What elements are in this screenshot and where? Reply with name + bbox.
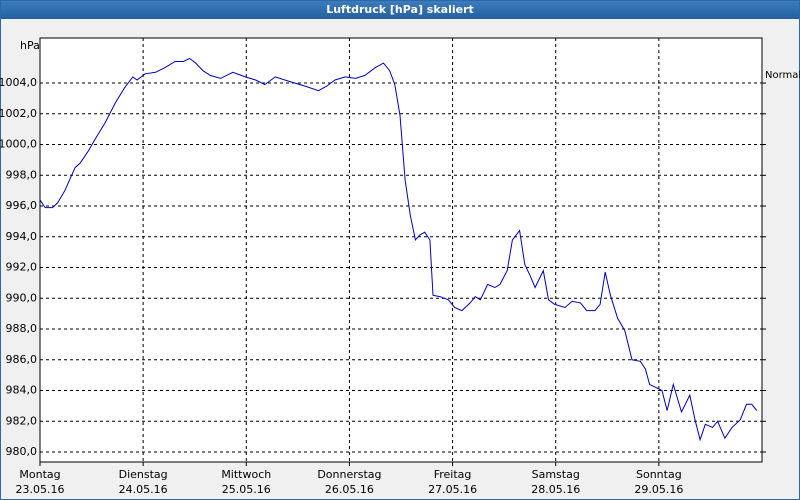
title-bar: Luftdruck [hPa] skaliert [1,1,799,19]
legend-label: Normal [765,70,800,81]
y-tick-label: 998,0 [6,168,38,181]
x-tick-label: 24.05.16 [119,483,168,496]
y-tick-label: 1000,0 [0,138,37,151]
x-tick-label: Montag [19,468,60,481]
y-tick-label: 1002,0 [0,107,37,120]
y-tick-label: 1004,0 [0,76,37,89]
x-tick-label: 27.05.16 [428,483,477,496]
x-tick-label: Samstag [532,468,580,481]
plot-area [40,38,762,462]
y-tick-label: 988,0 [6,322,38,335]
y-tick-label: 986,0 [6,353,38,366]
x-tick-label: 29.05.16 [634,483,683,496]
y-tick-label: 982,0 [6,414,38,427]
x-tick-label: Donnerstag [317,468,381,481]
y-tick-label: 984,0 [6,384,38,397]
x-tick-label: Mittwoch [221,468,271,481]
line-series [39,57,758,442]
y-tick-label: 994,0 [6,230,38,243]
y-tick-label: 992,0 [6,261,38,274]
plot-border [39,37,763,463]
y-axis-label: hPa [20,39,40,52]
x-tick-label: Freitag [434,468,472,481]
x-tick-label: 25.05.16 [222,483,271,496]
x-tick-label: Sonntag [636,468,682,481]
x-tick-label: Dienstag [119,468,168,481]
y-tick-label: 996,0 [6,199,38,212]
x-tick-label: 28.05.16 [531,483,580,496]
x-tick-label: 23.05.16 [16,483,65,496]
y-tick-label: 990,0 [6,291,38,304]
x-tick-label: 26.05.16 [325,483,374,496]
y-tick-label: 980,0 [6,445,38,458]
